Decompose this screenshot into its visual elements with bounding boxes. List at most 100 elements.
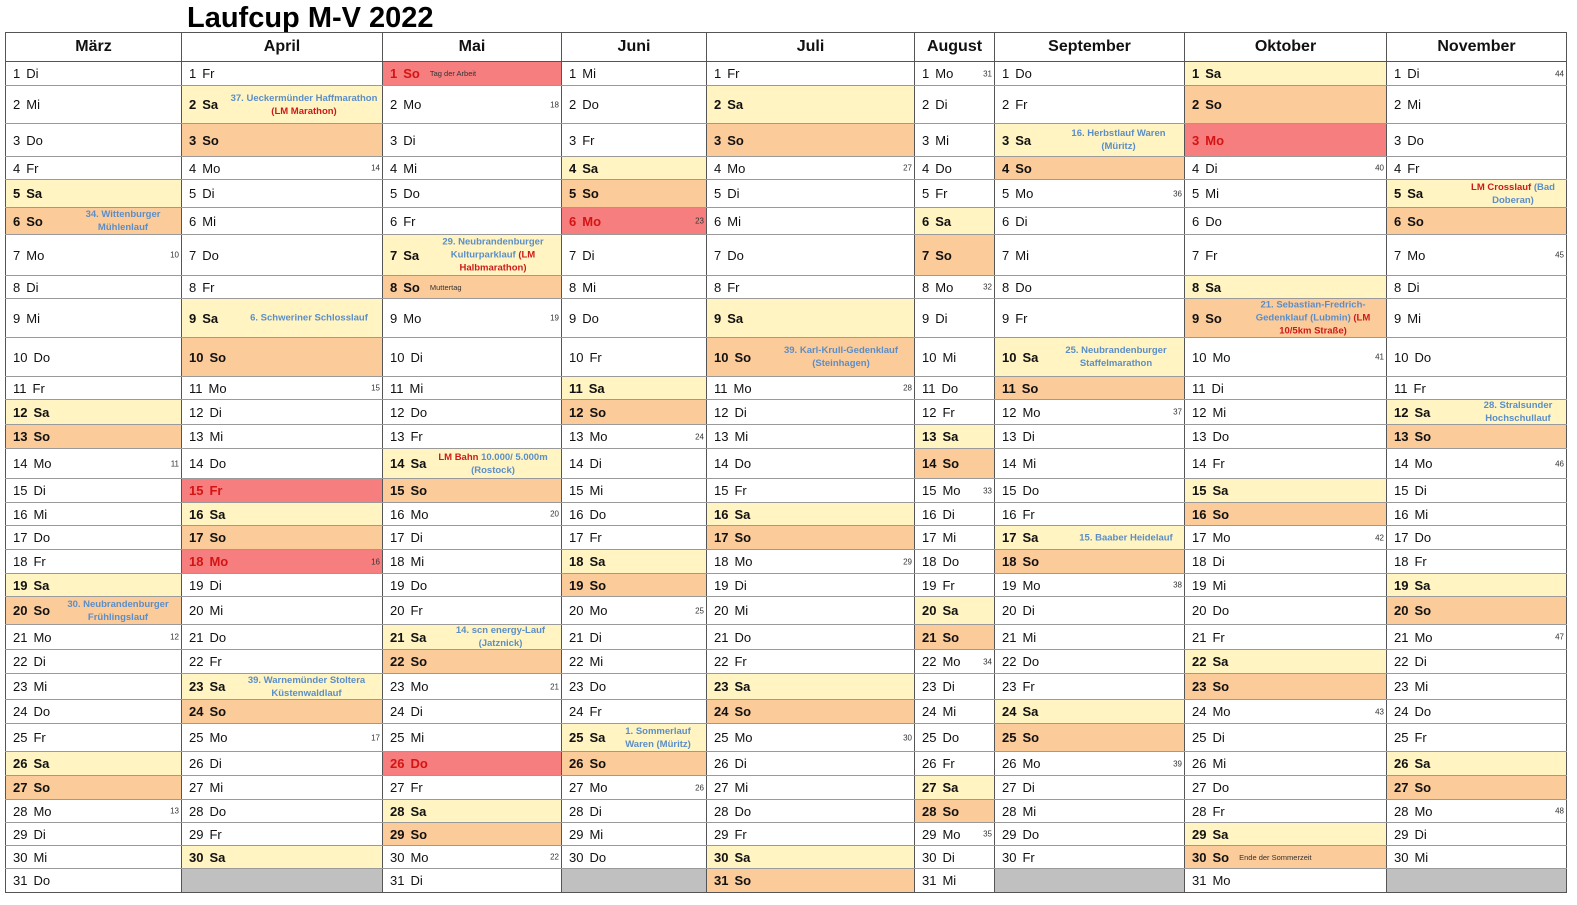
day-number: 26	[569, 756, 584, 771]
day-cell: 8 Di	[1386, 275, 1567, 299]
day-cell: 15 Do	[994, 478, 1185, 503]
day-cell: 8 Di	[5, 275, 182, 299]
week-number: 17	[371, 733, 380, 742]
race-event[interactable]: 25. Neubrandenburger Staffelmarathon	[1051, 344, 1181, 370]
day-number: 27	[569, 780, 584, 795]
month-header: April	[181, 32, 383, 62]
day-number: 14	[1002, 456, 1017, 471]
race-event[interactable]: 21. Sebastian-Fredrich-Gedenklauf (Lubmi…	[1243, 300, 1383, 337]
day-number: 20	[189, 603, 204, 618]
day-number: 8	[189, 279, 197, 295]
week-number: 46	[1555, 459, 1564, 468]
weekday-label: Sa	[1212, 654, 1229, 669]
day-number: 28	[390, 803, 405, 819]
race-event[interactable]: 6. Schweriner Schlosslauf	[239, 312, 379, 325]
day-number: 6	[714, 213, 722, 229]
weekday-label: Mi	[734, 429, 749, 444]
day-cell: 5 Mi	[1184, 179, 1387, 208]
week-number: 32	[983, 282, 992, 292]
race-event[interactable]: 30. Neubrandenburger Frühlingslauf	[58, 598, 178, 624]
day-number: 30	[13, 849, 28, 865]
weekday-label: Sa	[202, 310, 219, 326]
race-event[interactable]: LM Bahn 10.000/ 5.000m (Rostock)	[428, 451, 558, 477]
sunday-cell: 13 So	[1386, 424, 1567, 449]
race-event[interactable]: 37. Ueckermünder Haffmarathon (LM Marath…	[229, 92, 379, 118]
event-name: 25. Neubrandenburger Staffelmarathon	[1065, 345, 1167, 369]
sunday-cell: 3 So	[706, 123, 915, 157]
sunday-cell: 29 So	[382, 822, 562, 846]
day-number: 21	[569, 629, 584, 645]
weekday-label: Di	[1414, 826, 1427, 842]
weekday-label: Do	[1022, 826, 1040, 842]
weekday-label: Sa	[1022, 349, 1039, 365]
race-event[interactable]: 28. Stralsunder Hochschullauf	[1473, 401, 1563, 424]
race-event[interactable]: 34. Wittenburger Mühlenlauf	[68, 209, 178, 234]
day-number: 1	[714, 66, 722, 81]
saturday-cell: 2 Sa 37. Ueckermünder Haffmarathon (LM Mar…	[181, 85, 383, 124]
weekday-label: Di	[589, 456, 602, 471]
race-event[interactable]: 14. scn energy-Lauf (Jatznick)	[443, 626, 558, 649]
race-event[interactable]: 15. Baaber Heidelauf	[1071, 531, 1181, 544]
empty-day-cell	[1386, 868, 1567, 893]
day-cell: 19 Mo 38	[994, 573, 1185, 597]
week-number: 19	[550, 313, 559, 323]
day-number: 20	[1002, 603, 1017, 618]
day-number: 2	[390, 97, 398, 112]
day-number: 23	[922, 679, 937, 694]
day-number: 15	[569, 483, 584, 498]
day-number: 24	[922, 704, 937, 719]
weekday-label: Fr	[32, 380, 45, 396]
day-number: 1	[13, 66, 21, 81]
weekday-label: Sa	[1414, 756, 1431, 771]
day-number: 19	[922, 577, 937, 593]
day-number: 7	[1002, 247, 1010, 263]
day-number: 12	[922, 404, 937, 420]
day-cell: 17 Do	[1386, 525, 1567, 550]
day-cell: 2 Mo 18	[382, 85, 562, 124]
day-number: 17	[1192, 530, 1207, 545]
saturday-cell: 5 Sa	[5, 179, 182, 208]
day-number: 12	[714, 404, 729, 420]
race-event[interactable]: 29. Neubrandenburger Kulturparklauf (LM …	[428, 236, 558, 275]
weekday-label: Di	[209, 756, 222, 771]
day-number: 3	[13, 132, 21, 148]
day-row: 24 Do 24 So 24 Di 24 Fr 24 So 24 Mi 24 Sa 24 Mo 43 24 Do	[5, 699, 1567, 724]
day-number: 6	[569, 213, 577, 229]
sunday-cell: 5 So	[561, 179, 707, 208]
day-number: 19	[569, 577, 584, 593]
sunday-cell: 2 So	[1184, 85, 1387, 124]
day-cell: 8 Mi	[561, 275, 707, 299]
day-cell: 20 Mi	[706, 596, 915, 625]
day-cell: 10 Fr	[561, 337, 707, 377]
race-event[interactable]: 1. Sommerlauf Waren (Müritz)	[613, 725, 703, 751]
weekday-label: So	[734, 873, 752, 888]
weekday-label: So	[1205, 97, 1222, 112]
day-number: 5	[714, 186, 722, 201]
weekday-label: Do	[734, 803, 752, 819]
day-number: 31	[13, 873, 28, 888]
race-event[interactable]: LM Crosslauf (Bad Doberan)	[1463, 181, 1563, 207]
day-number: 21	[1002, 629, 1017, 645]
day-number: 29	[1394, 826, 1409, 842]
day-cell: 12 Di	[181, 399, 383, 425]
day-number: 20	[714, 603, 729, 618]
day-cell: 4 Di 40	[1184, 156, 1387, 180]
sunday-cell: 6 So 34. Wittenburger Mühlenlauf	[5, 207, 182, 235]
sunday-cell: 16 So	[1184, 502, 1387, 526]
day-cell: 7 Do	[181, 234, 383, 276]
saturday-cell: 24 Sa	[994, 699, 1185, 724]
day-cell: 1 Do	[994, 61, 1185, 86]
day-number: 7	[189, 247, 197, 263]
day-number: 12	[1002, 404, 1017, 420]
day-number: 28	[1394, 803, 1409, 819]
saturday-cell: 16 Sa	[706, 502, 915, 526]
weekday-label: Do	[202, 247, 219, 263]
day-number: 3	[714, 132, 722, 148]
race-event[interactable]: 16. Herbstlauf Waren (Müritz)	[1056, 127, 1181, 153]
race-event[interactable]: 39. Warnemünder Stoltera Küstenwaldlauf	[234, 675, 379, 699]
event-name: 37. Ueckermünder Haffmarathon	[230, 92, 378, 104]
week-number: 44	[1555, 69, 1564, 78]
weekday-label: Di	[935, 310, 948, 326]
day-number: 13	[1002, 429, 1017, 444]
race-event[interactable]: 39. Karl-Krull-Gedenklauf (Steinhagen)	[771, 344, 911, 370]
